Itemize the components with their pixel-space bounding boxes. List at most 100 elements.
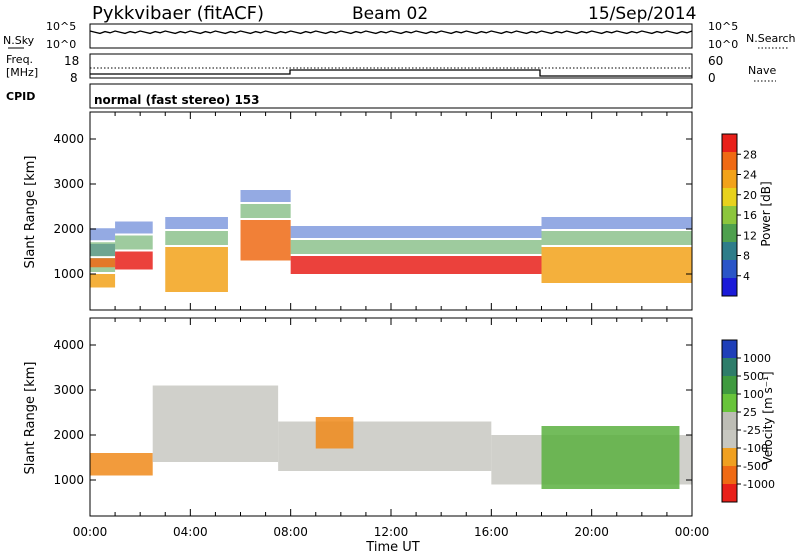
data-band-halo [240,204,291,218]
power-y-label: Slant Range [km] [23,156,38,269]
y-tick-label: 1000 [53,267,84,281]
power-colorbar: 4 8 12 16 20 24 28 [721,133,757,297]
x-tick-label: 12:00 [374,525,409,539]
colorbar-segment [722,412,737,431]
data-band [152,385,279,462]
power-colorbar-label: Power [dB] [759,181,773,246]
colorbar-segment [722,224,737,243]
data-band-halo [165,217,228,229]
colorbar-segment [722,484,737,503]
data-band-halo [290,226,542,238]
data-band [90,453,153,476]
noise-left-tick-top: 10^5 [46,20,76,33]
data-band [90,258,116,268]
colorbar-segment [722,340,737,359]
colorbar-segment [722,394,737,413]
data-band [165,247,228,292]
y-tick-label: 1000 [53,473,84,487]
velocity-y-label: Slant Range [km] [23,362,38,475]
colorbar-tick-label: 4 [743,270,750,283]
cpid-label: CPID [6,90,35,103]
data-band [290,256,542,274]
data-band-halo [240,190,291,202]
power-data-layer [90,190,692,292]
colorbar-segment [722,152,737,171]
colorbar-tick-label: -25 [743,424,761,437]
colorbar-segment [722,170,737,189]
colorbar-segment [722,278,737,297]
x-tick-label: 08:00 [273,525,308,539]
noise-right-tick-bottom: 10^0 [708,38,738,51]
data-band-halo [90,228,116,241]
colorbar-tick-label: 1000 [743,352,771,365]
colorbar-tick-label: 500 [743,370,764,383]
colorbar-tick-label: -100 [743,442,768,455]
x-tick-label: 16:00 [474,525,509,539]
freq-label-line1: Freq. [6,53,33,66]
data-band [115,251,153,270]
noise-sky-line [89,30,693,35]
colorbar-tick-label: -1000 [743,478,775,491]
x-axis-ticks: 00:00 04:00 08:00 12:00 16:00 20:00 00:00 [73,525,710,539]
colorbar-frame [721,339,738,503]
freq-line [90,69,692,77]
data-band-halo [115,235,153,250]
y-tick-label: 4000 [53,132,84,146]
colorbar-segment [722,376,737,395]
data-band-halo [541,217,692,229]
y-tick-label: 3000 [53,383,84,397]
freq-panel-frame [89,53,693,79]
colorbar-segment [722,358,737,377]
data-band [541,426,680,489]
colorbar-tick-label: 16 [743,209,757,222]
colorbar-tick-label: 20 [743,189,757,202]
velocity-data-layer [90,385,692,489]
data-band-halo [115,221,153,234]
freq-left-tick-bottom: 8 [70,71,78,85]
colorbar-segment [722,260,737,279]
x-tick-label: 00:00 [675,525,710,539]
freq-right-tick-top: 60 [708,54,723,68]
data-band [278,421,492,471]
cpid-panel-frame [89,83,693,109]
noise-panel-frame [89,23,693,49]
data-band-halo [90,242,116,257]
date-title: 15/Sep/2014 [588,4,696,24]
velocity-colorbar: 1000 500 100 25 -25 -100 -500 -1000 [721,339,775,503]
colorbar-tick-label: 100 [743,388,764,401]
colorbar-segment [722,134,737,153]
freq-label-line2: [MHz] [6,66,38,79]
y-tick-label: 3000 [53,177,84,191]
colorbar-segment [722,448,737,467]
colorbar-segment [722,188,737,207]
colorbar-tick-label: 12 [743,229,757,242]
data-band [541,247,692,283]
x-tick-label: 00:00 [73,525,108,539]
noise-right-label: N.Search [746,32,796,45]
x-tick-label: 20:00 [574,525,609,539]
data-band-halo [290,240,542,254]
freq-left-tick-top: 18 [64,54,79,68]
data-band-halo [165,231,228,245]
colorbar-segment [722,430,737,449]
colorbar-tick-label: -500 [743,460,768,473]
beam-title: Beam 02 [352,4,428,24]
noise-left-tick-bottom: 10^0 [46,38,76,51]
y-tick-label: 2000 [53,222,84,236]
noise-right-tick-top: 10^5 [708,20,738,33]
data-band [240,220,291,261]
colorbar-tick-label: 8 [743,250,750,263]
freq-right-tick-bottom: 0 [708,71,716,85]
data-band-halo [541,231,692,245]
colorbar-tick-label: 28 [743,148,757,161]
noise-left-label: N.Sky [3,34,35,47]
data-band [90,274,116,288]
cpid-text: normal (fast stereo) 153 [94,93,260,107]
x-tick-label: 04:00 [173,525,208,539]
colorbar-segment [722,206,737,225]
x-axis-label: Time UT [365,540,419,554]
colorbar-tick-label: 25 [743,406,757,419]
colorbar-segment [722,242,737,261]
colorbar-segment [722,466,737,485]
